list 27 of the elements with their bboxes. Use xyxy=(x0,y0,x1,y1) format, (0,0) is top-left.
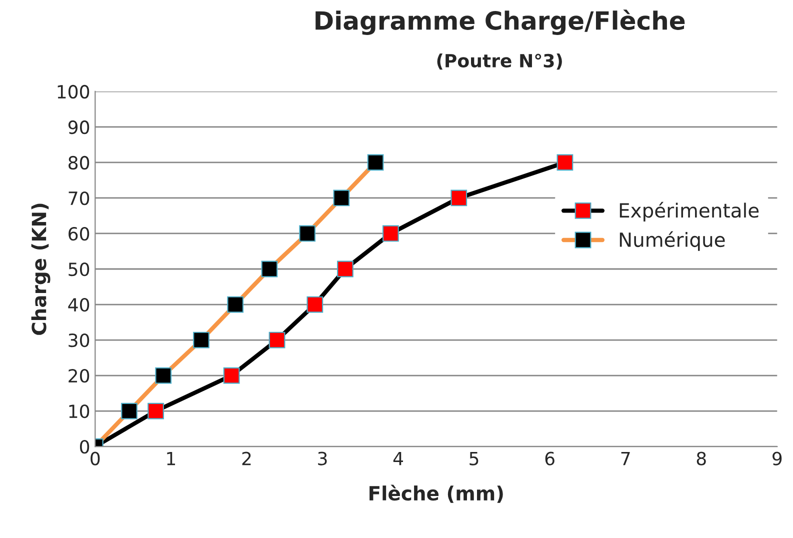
x-tick-label: 9 xyxy=(772,452,782,466)
x-tick-label: 3 xyxy=(318,452,327,466)
x-tick-label: 5 xyxy=(470,452,478,466)
y-tick-label: 60 xyxy=(68,226,90,241)
x-tick-label: 7 xyxy=(621,452,630,466)
y-tick-label: 30 xyxy=(68,333,90,348)
legend-label: Numérique xyxy=(620,231,725,251)
x-tick-label: 4 xyxy=(393,452,403,466)
x-tick-label: 0 xyxy=(90,452,100,466)
y-tick-label: 90 xyxy=(68,120,90,134)
x-axis-title: Flèche (mm) xyxy=(370,484,503,503)
x-tick-label: 1 xyxy=(167,452,176,466)
y-tick-label: 70 xyxy=(68,191,90,206)
x-tick-label: 8 xyxy=(696,452,706,466)
y-tick-label: 50 xyxy=(68,262,90,276)
x-tick-label: 6 xyxy=(545,452,554,466)
y-tick-label: 40 xyxy=(68,298,90,312)
x-tick-label: 2 xyxy=(242,452,251,466)
y-tick-label: 20 xyxy=(68,368,90,383)
chart-subtitle: (Poutre N°3) xyxy=(437,54,562,70)
y-tick-label: 0 xyxy=(80,440,90,454)
y-tick-label: 10 xyxy=(69,404,90,418)
y-axis-title: Charge (KN) xyxy=(31,204,50,335)
chart-title: Diagramme Charge/Flèche xyxy=(316,10,685,35)
legend-label: Expérimentale xyxy=(620,202,759,222)
y-tick-label: 80 xyxy=(68,156,90,170)
y-tick-label: 100 xyxy=(58,84,90,99)
